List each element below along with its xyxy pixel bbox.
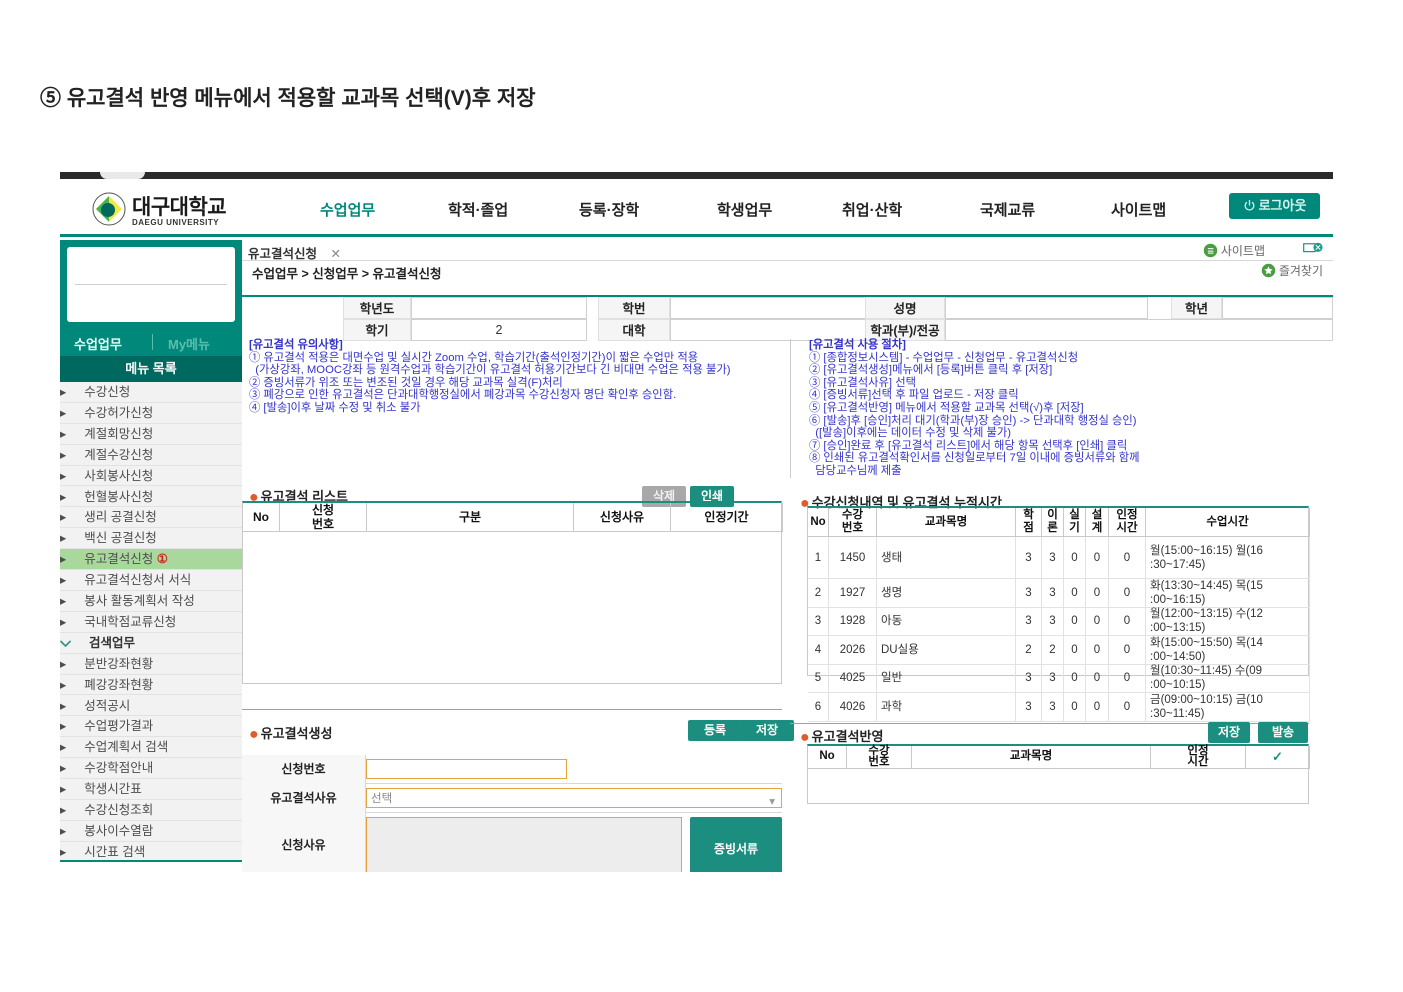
svg-text:☰: ☰ [1207, 249, 1213, 256]
